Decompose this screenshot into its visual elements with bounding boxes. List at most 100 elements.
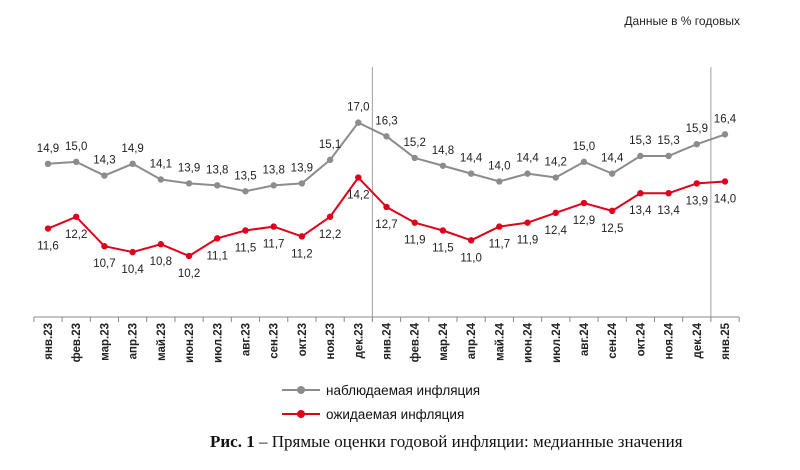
data-point-observed bbox=[242, 188, 249, 195]
data-label-expected: 12,4 bbox=[545, 225, 568, 237]
data-label-observed: 16,3 bbox=[375, 115, 397, 127]
data-label-expected: 13,9 bbox=[686, 195, 708, 207]
figure-number: Рис. 1 bbox=[210, 432, 255, 451]
data-point-observed bbox=[129, 160, 136, 168]
x-tick-label: фев.24 bbox=[410, 322, 422, 362]
data-point-expected bbox=[721, 178, 729, 185]
data-point-expected bbox=[355, 174, 362, 181]
figure-caption: Рис. 1 – Прямые оценки годовой инфляции:… bbox=[210, 432, 683, 452]
legend-swatch-observed bbox=[282, 383, 320, 397]
data-point-expected bbox=[383, 203, 390, 211]
data-point-observed bbox=[326, 156, 334, 164]
data-label-observed: 14,0 bbox=[488, 160, 510, 172]
legend: наблюдаемая инфляция ожидаемая инфляция bbox=[282, 378, 480, 426]
data-point-observed bbox=[73, 158, 80, 166]
data-point-observed bbox=[721, 131, 729, 138]
data-label-expected: 12,5 bbox=[601, 223, 623, 235]
data-label-expected: 12,2 bbox=[319, 229, 341, 241]
data-label-expected: 10,7 bbox=[93, 258, 115, 270]
data-point-observed bbox=[270, 182, 277, 189]
data-point-observed bbox=[383, 133, 390, 140]
data-point-expected bbox=[242, 227, 249, 234]
series-group bbox=[44, 119, 729, 260]
series-line-expected bbox=[47, 176, 726, 257]
data-label-observed: 15,9 bbox=[686, 123, 708, 135]
data-point-expected bbox=[157, 241, 165, 248]
data-label-observed: 13,9 bbox=[291, 162, 313, 174]
data-point-observed bbox=[298, 180, 306, 187]
x-tick-label: окт.24 bbox=[635, 322, 647, 356]
x-tick-label: авг.24 bbox=[579, 322, 591, 356]
data-label-observed: 15,2 bbox=[404, 137, 426, 149]
data-point-expected bbox=[129, 248, 136, 256]
data-point-expected bbox=[270, 223, 277, 230]
figure-caption-text: – Прямые оценки годовой инфляции: медиан… bbox=[254, 432, 683, 451]
data-point-observed bbox=[411, 154, 418, 162]
x-tick-label: сен.24 bbox=[607, 322, 619, 358]
data-point-expected bbox=[665, 190, 672, 197]
data-point-observed bbox=[157, 176, 165, 183]
data-label-observed: 13,8 bbox=[206, 164, 228, 176]
x-tick-label: ноя.24 bbox=[664, 322, 676, 359]
data-point-observed bbox=[524, 170, 531, 177]
x-tick-label: янв.25 bbox=[720, 322, 732, 359]
legend-swatch-expected bbox=[282, 407, 320, 421]
data-point-observed bbox=[580, 158, 588, 166]
data-point-expected bbox=[185, 252, 193, 260]
data-label-observed: 13,9 bbox=[178, 162, 200, 174]
data-label-expected: 11,6 bbox=[37, 241, 59, 253]
x-tick-label: ноя.23 bbox=[325, 323, 337, 360]
data-label-expected: 11,9 bbox=[517, 235, 539, 247]
data-point-expected bbox=[637, 190, 644, 197]
data-point-expected bbox=[439, 227, 447, 234]
data-label-observed: 15,1 bbox=[319, 139, 341, 151]
data-label-expected: 10,4 bbox=[121, 264, 144, 276]
data-point-expected bbox=[101, 242, 108, 250]
data-label-observed: 14,8 bbox=[432, 145, 454, 157]
data-label-expected: 10,2 bbox=[178, 268, 200, 280]
data-point-expected bbox=[411, 219, 418, 226]
data-label-expected: 12,7 bbox=[375, 219, 397, 231]
data-label-observed: 14,9 bbox=[121, 143, 143, 155]
data-label-observed: 14,1 bbox=[150, 159, 172, 171]
data-point-expected bbox=[298, 233, 306, 240]
x-tick-label: мар.24 bbox=[438, 322, 450, 360]
x-tick-label: апр.24 bbox=[466, 322, 478, 359]
data-label-expected: 11,2 bbox=[291, 248, 313, 260]
data-label-expected: 11,7 bbox=[263, 239, 285, 251]
x-tick-label: дек.23 bbox=[353, 323, 365, 358]
data-point-expected bbox=[496, 223, 503, 230]
x-tick-labels: янв.23 фев.23 мар.23 апр.23 май.23 июн.23 июл.… bbox=[43, 322, 732, 363]
data-label-observed: 15,0 bbox=[573, 141, 595, 153]
data-label-observed: 15,0 bbox=[65, 141, 87, 153]
x-tick-label: мар.23 bbox=[99, 323, 111, 361]
data-point-observed bbox=[439, 162, 447, 169]
data-label-observed: 15,3 bbox=[629, 135, 651, 147]
x-tick-label: янв.23 bbox=[43, 323, 55, 360]
data-point-observed bbox=[214, 182, 221, 189]
units-label: Данные в % годовых bbox=[624, 14, 740, 28]
legend-item-observed: наблюдаемая инфляция bbox=[282, 378, 480, 402]
data-label-expected: 11,9 bbox=[404, 235, 426, 247]
data-point-observed bbox=[44, 160, 52, 168]
data-label-observed: 14,2 bbox=[545, 157, 567, 169]
data-label-expected: 11,5 bbox=[235, 243, 257, 255]
data-label-observed: 14,9 bbox=[37, 143, 59, 155]
data-point-observed bbox=[693, 140, 700, 148]
x-tick-label: сен.23 bbox=[269, 323, 281, 359]
legend-label-expected: ожидаемая инфляция bbox=[326, 406, 465, 422]
data-point-observed bbox=[355, 119, 362, 126]
data-point-expected bbox=[552, 209, 559, 217]
x-tick-label: дек.24 bbox=[692, 322, 704, 358]
data-label-observed: 17,0 bbox=[347, 102, 369, 114]
data-point-observed bbox=[101, 172, 108, 179]
data-point-expected bbox=[524, 219, 531, 226]
data-labels: 14,9 15,0 14,3 14,9 14,1 13,9 13,8 13,5 13,8 13,9… bbox=[37, 102, 737, 280]
data-point-observed bbox=[467, 170, 475, 177]
x-tick-label: июл.23 bbox=[212, 323, 224, 363]
legend-item-expected: ожидаемая инфляция bbox=[282, 402, 480, 426]
year-separators bbox=[371, 67, 712, 317]
data-point-expected bbox=[73, 213, 80, 220]
x-tick-label: янв.24 bbox=[382, 322, 394, 359]
data-point-expected bbox=[326, 213, 334, 220]
